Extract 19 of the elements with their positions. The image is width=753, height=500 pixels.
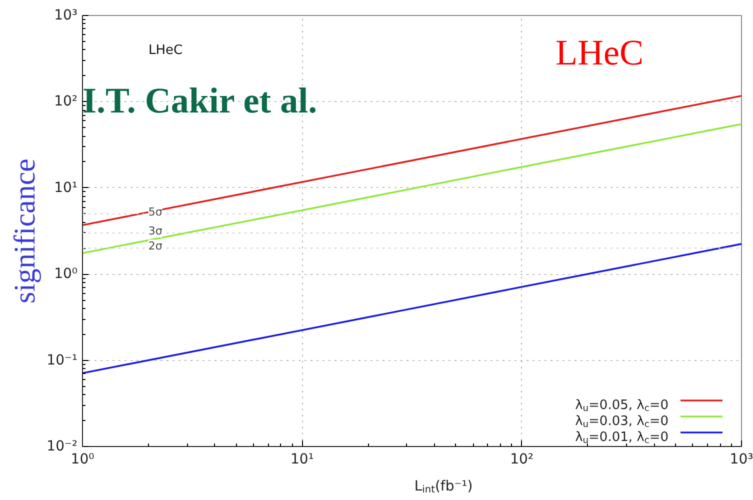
y-tick-label: 10³ — [54, 8, 78, 24]
annotation: LHeC — [148, 43, 183, 58]
annotation: LHeC — [556, 32, 644, 72]
y-tick-label: 10⁰ — [54, 266, 78, 282]
x-tick-label: 10³ — [730, 452, 753, 468]
line-series — [82, 123, 742, 254]
y-tick-label: 10⁻² — [46, 438, 78, 454]
ref-line-label: 5σ — [148, 205, 162, 218]
ref-line-label: 3σ — [148, 224, 162, 238]
y-tick-label: 10² — [54, 94, 78, 110]
line-series — [82, 243, 742, 374]
y-tick-label: 10¹ — [54, 180, 78, 196]
x-tick-label: 10⁰ — [70, 452, 95, 468]
ref-line-label: 2σ — [148, 240, 162, 253]
y-axis-title: significance — [8, 158, 42, 304]
x-tick-label: 10² — [510, 452, 534, 468]
x-tick-label: 10¹ — [290, 452, 314, 468]
y-tick-label: 10⁻¹ — [46, 352, 78, 368]
annotation: I.T. Cakir et al. — [82, 80, 318, 120]
